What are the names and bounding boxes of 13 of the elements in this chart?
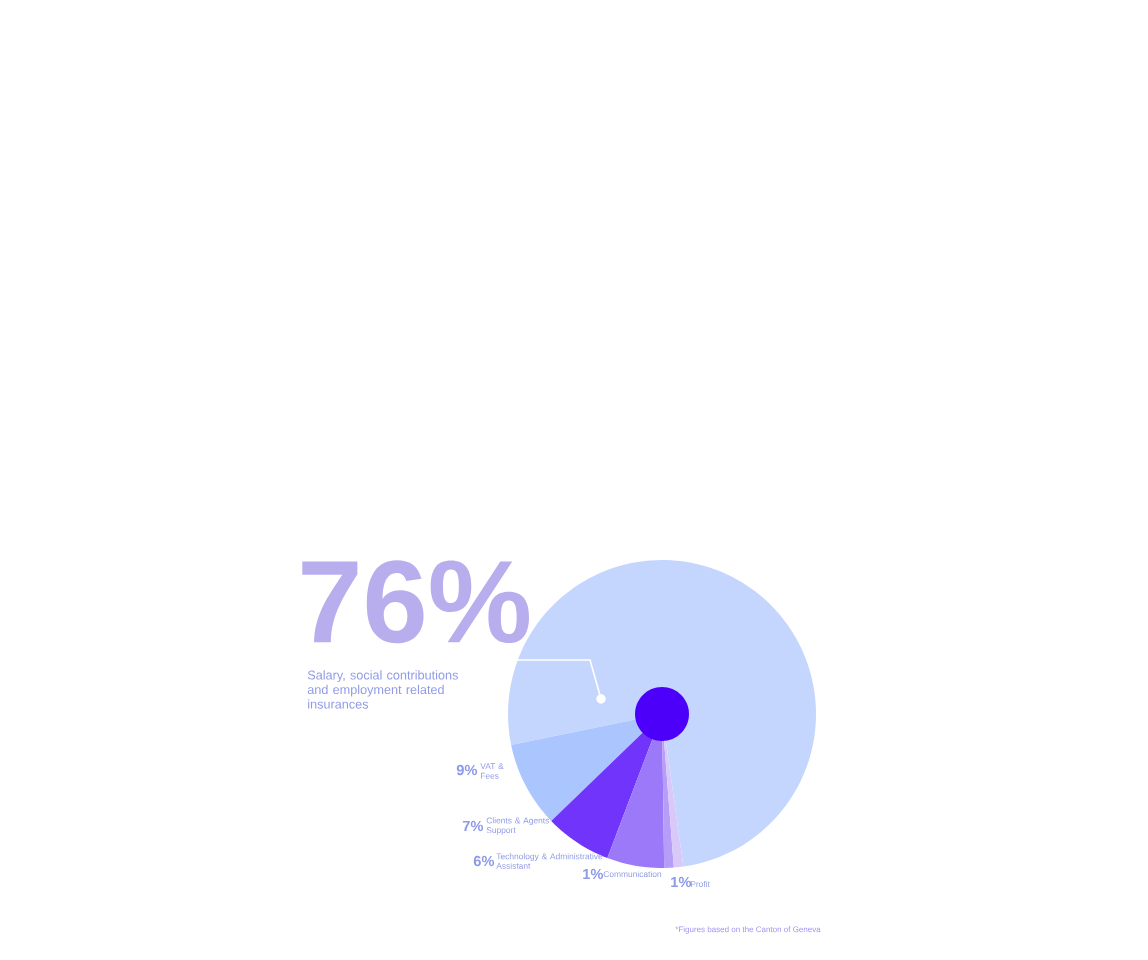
- data-label: 76%: [302, 560, 529, 644]
- slice-label: Profit: [690, 880, 710, 888]
- data-label: 7%: [462, 820, 484, 832]
- slice-label: Communication: [603, 870, 662, 878]
- data-label: 1%: [671, 876, 692, 888]
- text: *Figures based on the Canton of Geneva: [675, 926, 821, 934]
- slice-label: Clients & Agents Support: [486, 817, 549, 835]
- slice-label: Technology & Administrative Assistant: [496, 853, 603, 869]
- data-label: 9%: [456, 764, 478, 776]
- slice-label: Salary, social contributions and employment related insurances: [307, 670, 458, 709]
- slice-label: VAT & Fees: [480, 763, 504, 779]
- data-label: 1%: [583, 868, 604, 880]
- data-label: 6%: [473, 855, 495, 867]
